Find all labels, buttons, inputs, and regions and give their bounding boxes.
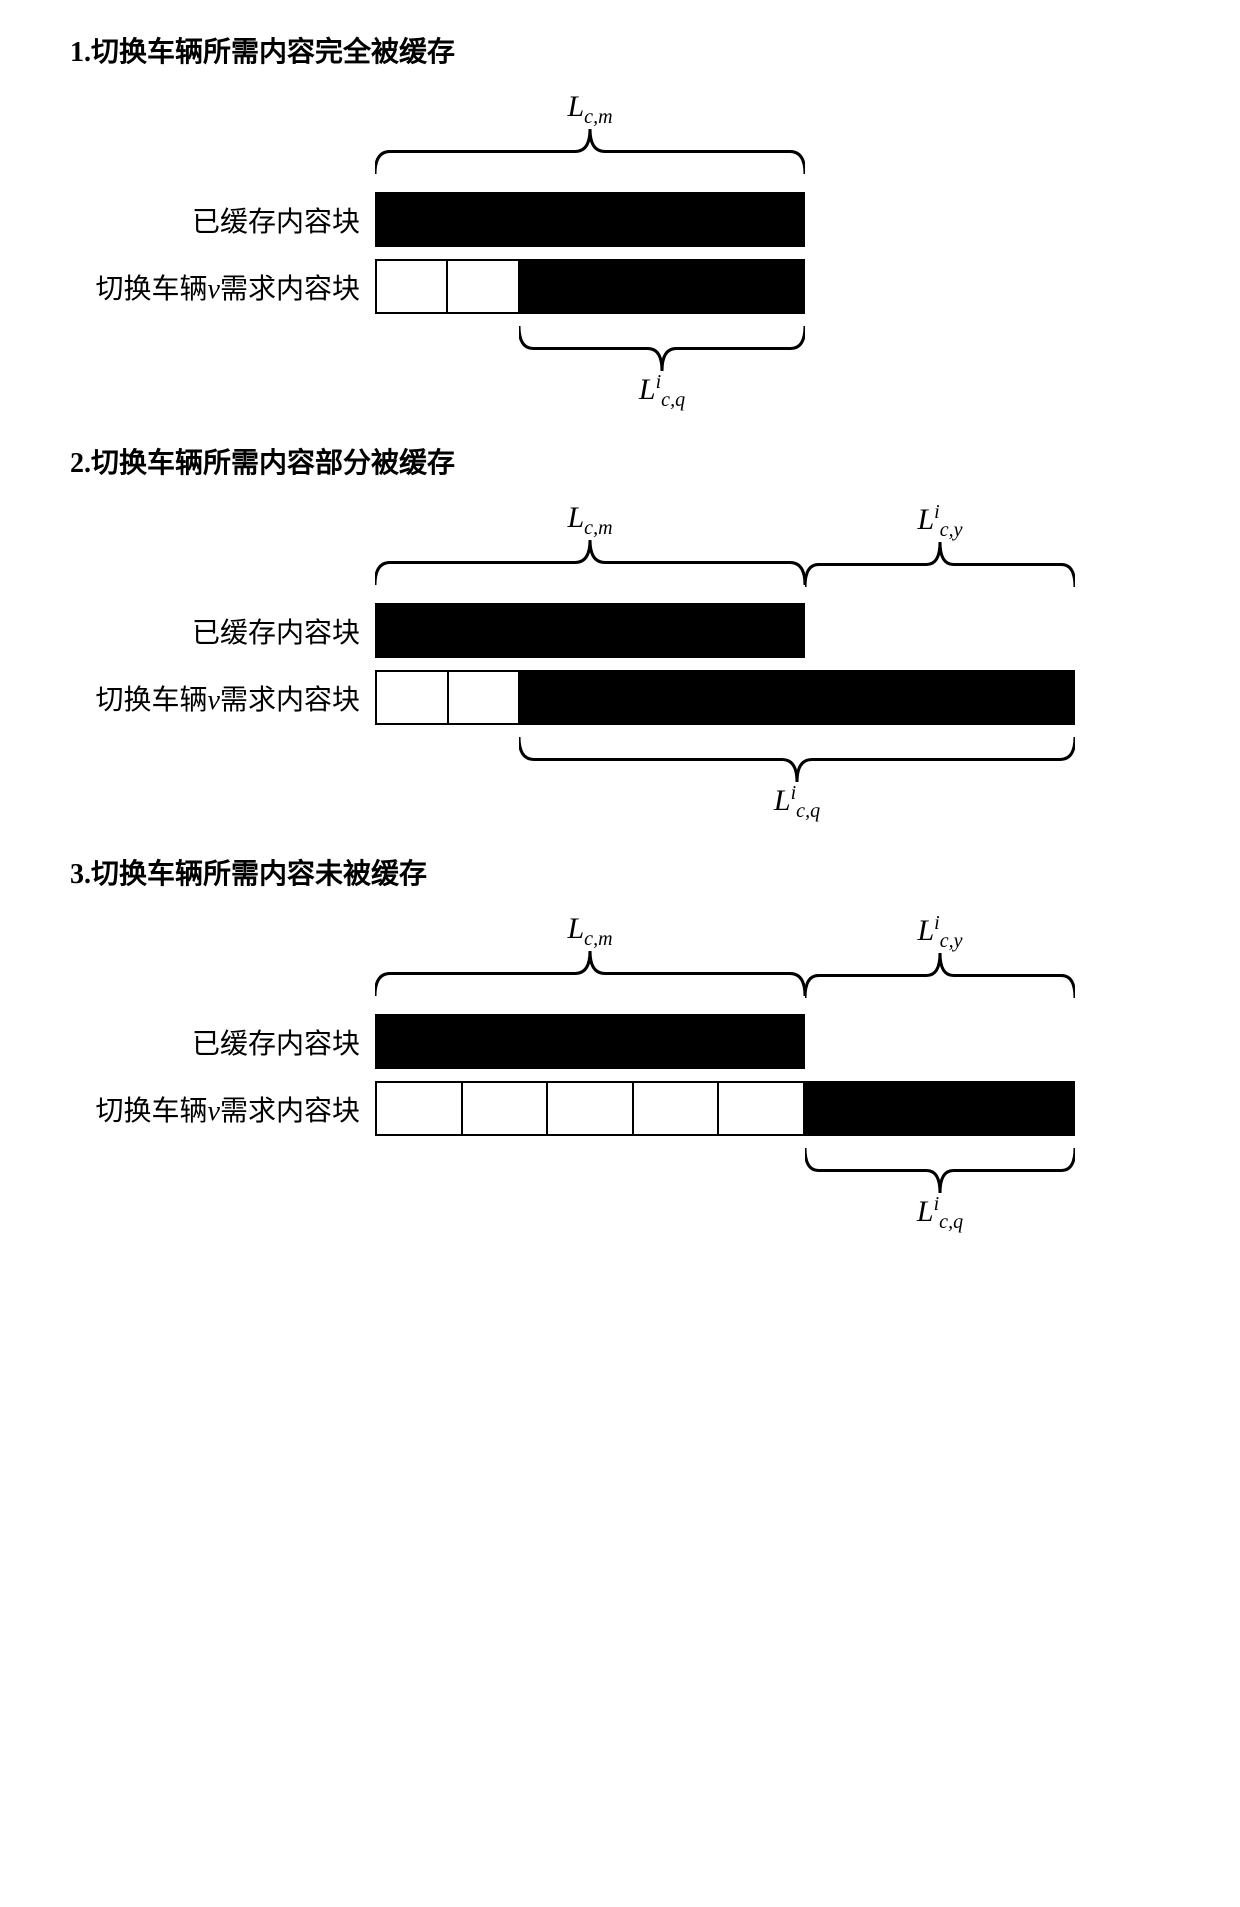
row-label: 切换车辆v需求内容块 [30, 678, 375, 718]
content-bar [375, 192, 805, 247]
bar-segment-empty [719, 1083, 805, 1134]
bar-segment-empty [377, 261, 448, 312]
section-title: 3.切换车辆所需内容未被缓存 [70, 852, 1210, 892]
content-bar [375, 1081, 1075, 1136]
section-title: 1.切换车辆所需内容完全被缓存 [70, 30, 1210, 70]
section-2: 2.切换车辆所需内容部分被缓存 Lc,m Lic,y 已缓存内容块切换车辆v需求内容块… [30, 441, 1210, 832]
content-bar [375, 259, 805, 314]
top-brace-row: Lc,m Lic,y [30, 501, 1210, 591]
bar-segment-filled [377, 194, 803, 245]
bar-row: 切换车辆v需求内容块 [30, 1081, 1210, 1136]
bottom-brace-row: Lic,q [30, 326, 1210, 421]
content-bar [375, 1014, 805, 1069]
bar-row: 切换车辆v需求内容块 [30, 670, 1210, 725]
bar-row: 已缓存内容块 [30, 192, 1210, 247]
bar-segment-filled [805, 1083, 1073, 1134]
bar-segment-filled [377, 1016, 803, 1067]
section-1: 1.切换车辆所需内容完全被缓存 Lc,m 已缓存内容块切换车辆v需求内容块 Lic,q [30, 30, 1210, 421]
bar-segment-empty [377, 1083, 463, 1134]
bar-row: 切换车辆v需求内容块 [30, 259, 1210, 314]
bar-segment-empty [634, 1083, 720, 1134]
brace-label-bottom: Lic,q [917, 1193, 963, 1234]
brace-label-bottom: Lic,q [639, 371, 685, 412]
bar-segment-filled [520, 672, 1073, 723]
bar-segment-empty [377, 672, 449, 723]
brace-label-right: Lic,y [917, 501, 962, 542]
content-bar [375, 603, 805, 658]
section-3: 3.切换车辆所需内容未被缓存 Lc,m Lic,y 已缓存内容块切换车辆v需求内容块 L… [30, 852, 1210, 1243]
bar-segment-filled [377, 605, 803, 656]
bar-segment-empty [449, 672, 521, 723]
bar-row: 已缓存内容块 [30, 603, 1210, 658]
brace-label-top: Lc,m [567, 501, 612, 540]
bottom-brace-row: Lic,q [30, 737, 1210, 832]
bar-segment-empty [548, 1083, 634, 1134]
content-bar [375, 670, 1075, 725]
bar-row: 已缓存内容块 [30, 1014, 1210, 1069]
section-title: 2.切换车辆所需内容部分被缓存 [70, 441, 1210, 481]
brace-label-bottom: Lic,q [774, 782, 820, 823]
row-label: 已缓存内容块 [30, 1022, 375, 1062]
brace-label-top: Lc,m [567, 90, 612, 129]
row-label: 已缓存内容块 [30, 611, 375, 651]
bottom-brace-row: Lic,q [30, 1148, 1210, 1243]
row-label: 切换车辆v需求内容块 [30, 267, 375, 307]
bar-segment-empty [463, 1083, 549, 1134]
top-brace-row: Lc,m [30, 90, 1210, 180]
bar-segment-empty [448, 261, 519, 312]
brace-label-right: Lic,y [917, 912, 962, 953]
row-label: 切换车辆v需求内容块 [30, 1089, 375, 1129]
top-brace-row: Lc,m Lic,y [30, 912, 1210, 1002]
bar-segment-filled [520, 261, 803, 312]
row-label: 已缓存内容块 [30, 200, 375, 240]
brace-label-top: Lc,m [567, 912, 612, 951]
